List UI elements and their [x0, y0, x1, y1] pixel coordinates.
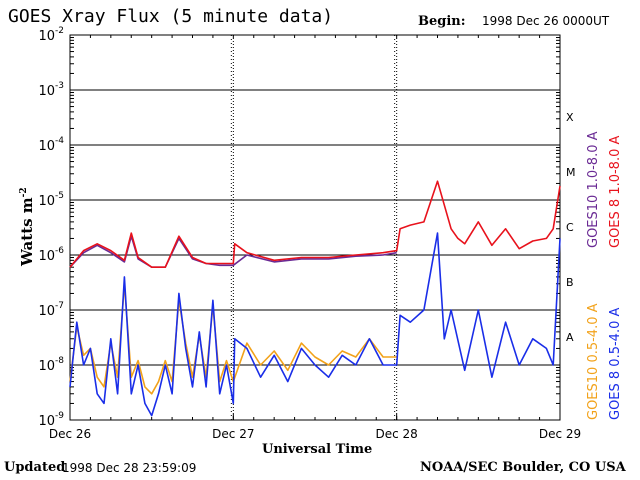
y-tick-label: 10-8 — [38, 356, 64, 374]
plot-frame — [69, 34, 561, 421]
y-tick-label: 10-6 — [38, 246, 64, 264]
y-tick-label: 10-7 — [38, 301, 64, 319]
begin-label: Begin: — [418, 14, 466, 29]
y-tick-label: 10-4 — [38, 136, 64, 154]
updated-value: 1998 Dec 28 23:59:09 — [62, 461, 197, 475]
series-line — [69, 235, 397, 269]
x-tick-label: Dec 29 — [539, 427, 581, 441]
x-axis-label: Universal Time — [262, 442, 373, 457]
chart-title: GOES Xray Flux (5 minute data) — [8, 6, 334, 27]
series-line — [69, 232, 561, 417]
y-tick-label: 10-5 — [38, 191, 64, 209]
y-tick-label: 10-2 — [38, 26, 64, 44]
updated-label: Updated — [4, 460, 66, 475]
y-tick-label: 10-9 — [38, 411, 64, 429]
flare-class-label: B — [566, 276, 574, 289]
flare-class-label: C — [566, 221, 574, 234]
credit-text: NOAA/SEC Boulder, CO USA — [420, 460, 626, 475]
flare-class-label: A — [566, 331, 574, 344]
begin-value: 1998 Dec 26 0000UT — [482, 14, 610, 28]
x-tick-label: Dec 26 — [49, 427, 91, 441]
flare-class-label: X — [566, 111, 574, 124]
x-tick-label: Dec 27 — [212, 427, 254, 441]
flare-class-label: M — [566, 166, 576, 179]
y-tick-label: 10-3 — [38, 81, 64, 99]
x-tick-label: Dec 28 — [376, 427, 418, 441]
series-line — [69, 180, 561, 269]
